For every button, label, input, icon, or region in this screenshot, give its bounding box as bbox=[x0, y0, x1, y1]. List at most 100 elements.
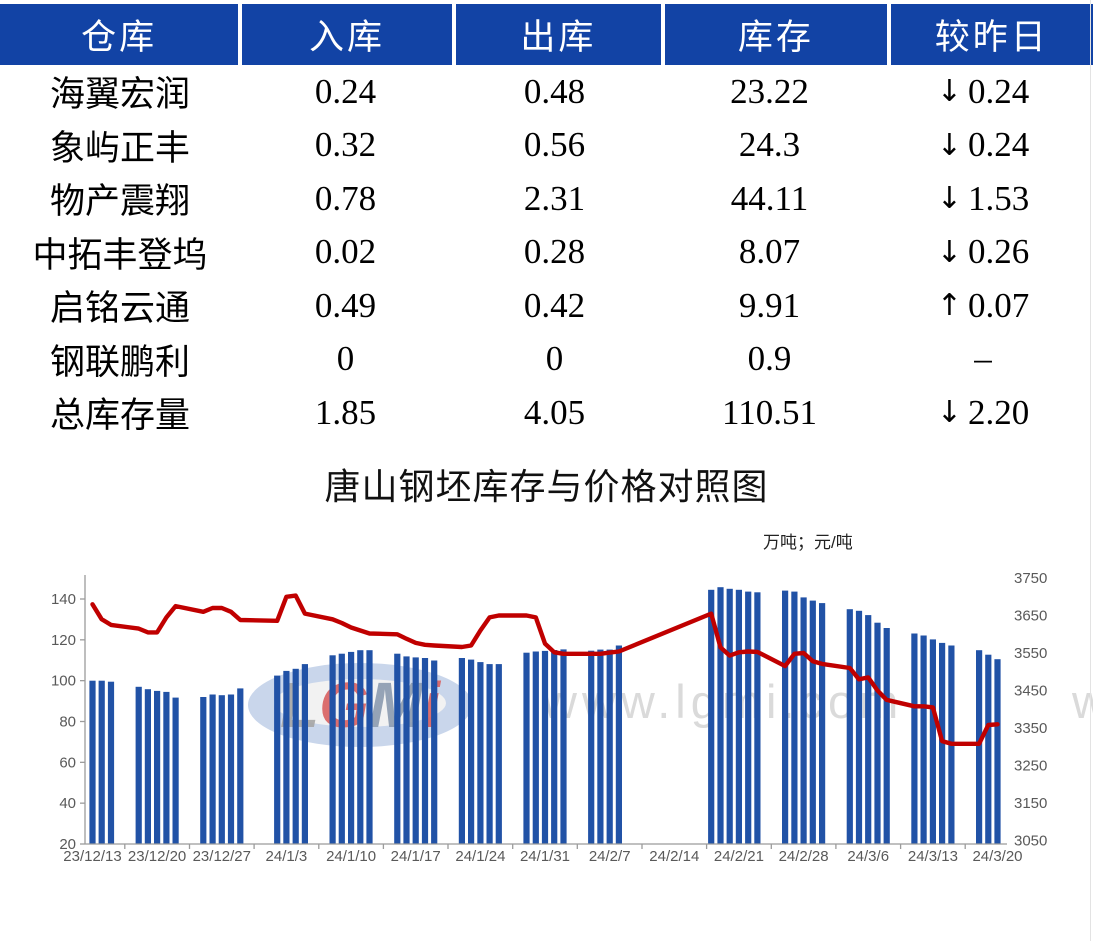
inventory-bar bbox=[98, 680, 105, 844]
warehouse-name: 总库存量 bbox=[49, 396, 190, 436]
outbound-value: 4.05 bbox=[523, 392, 586, 432]
inventory-bar bbox=[717, 587, 724, 844]
table-row: 钢联鹏利 0 0 0.9 – bbox=[0, 333, 1093, 387]
warehouse-name: 象屿正丰 bbox=[49, 128, 190, 168]
inventory-bar bbox=[846, 609, 853, 844]
inventory-bar bbox=[994, 659, 1001, 844]
header-stock: 库存 bbox=[661, 4, 886, 65]
inventory-bar bbox=[541, 650, 549, 844]
inventory-bar bbox=[985, 654, 992, 844]
x-axis-tick-label: 24/2/28 bbox=[779, 848, 829, 865]
x-axis-tick-label: 24/2/21 bbox=[714, 848, 764, 865]
x-axis-tick-label: 24/2/7 bbox=[589, 848, 631, 865]
warehouse-name: 中拓丰登坞 bbox=[32, 235, 208, 275]
lgmi-url-watermark-partial: w bbox=[1071, 675, 1093, 728]
warehouse-name: 物产震翔 bbox=[49, 182, 190, 222]
change-value: ↓ 1.53 bbox=[881, 172, 1085, 226]
inventory-bar bbox=[874, 622, 881, 844]
inventory-bar bbox=[338, 653, 345, 844]
inbound-value: 0.02 bbox=[314, 232, 377, 272]
right-axis-tick-label: 3650 bbox=[1014, 608, 1047, 625]
change-amount: 0.26 bbox=[967, 232, 1030, 272]
x-axis-tick-label: 24/1/3 bbox=[266, 848, 308, 865]
header-outbound: 出库 bbox=[451, 4, 661, 65]
outbound-value: 0.42 bbox=[523, 285, 586, 325]
inventory-bar bbox=[588, 650, 595, 844]
x-axis-tick-label: 24/3/13 bbox=[908, 848, 958, 865]
inventory-price-chart: LGMiwww.lgmi.comw20406080100120140305031… bbox=[0, 545, 1093, 890]
inventory-bar bbox=[301, 664, 308, 844]
stock-value: 0.9 bbox=[747, 339, 792, 379]
up-arrow-icon: ↑ bbox=[936, 288, 962, 324]
x-axis-tick-label: 23/12/20 bbox=[128, 848, 186, 865]
table-header-row: 仓库 入库 出库 库存 较昨日 bbox=[0, 4, 1093, 65]
outbound-value: 2.31 bbox=[523, 178, 586, 218]
change-value: ↓ 2.20 bbox=[881, 386, 1085, 440]
inventory-bar bbox=[154, 690, 161, 844]
table-row: 物产震翔 0.78 2.31 44.11 ↓ 1.53 bbox=[0, 172, 1093, 226]
change-amount: 0.24 bbox=[967, 125, 1030, 165]
inventory-bar bbox=[218, 695, 225, 844]
down-arrow-icon: ↓ bbox=[936, 395, 962, 431]
inventory-bar bbox=[200, 697, 207, 844]
warehouse-name: 钢联鹏利 bbox=[49, 342, 190, 382]
x-axis-tick-label: 24/3/6 bbox=[847, 848, 889, 865]
change-value: ↑ 0.07 bbox=[881, 279, 1085, 333]
inbound-value: 0.32 bbox=[314, 125, 377, 165]
x-axis-tick-label: 24/2/14 bbox=[649, 848, 699, 865]
inventory-bar bbox=[708, 589, 715, 844]
inventory-bar bbox=[911, 633, 918, 844]
left-axis-tick-label: 20 bbox=[59, 836, 76, 853]
inventory-bar bbox=[606, 649, 613, 844]
inbound-value: 0 bbox=[336, 339, 355, 379]
window-edge-divider bbox=[1090, 0, 1091, 941]
left-axis-tick-label: 40 bbox=[59, 795, 76, 812]
table-row: 总库存量 1.85 4.05 110.51 ↓ 2.20 bbox=[0, 386, 1093, 440]
right-axis-tick-label: 3450 bbox=[1014, 683, 1047, 700]
inventory-bar bbox=[495, 664, 502, 844]
right-axis-tick-label: 3750 bbox=[1014, 570, 1047, 587]
change-amount: 1.53 bbox=[967, 178, 1030, 218]
inventory-bar bbox=[523, 652, 530, 844]
warehouse-name: 海翼宏润 bbox=[49, 75, 190, 115]
left-axis-tick-label: 80 bbox=[59, 713, 76, 730]
table-row: 海翼宏润 0.24 0.48 23.22 ↓ 0.24 bbox=[0, 65, 1093, 119]
inventory-bar bbox=[726, 588, 733, 844]
change-value: – bbox=[881, 333, 1085, 387]
inventory-bar bbox=[735, 589, 742, 844]
stock-value: 24.3 bbox=[738, 125, 801, 165]
inventory-bar bbox=[809, 600, 816, 844]
table-row: 启铭云通 0.49 0.42 9.91 ↑ 0.07 bbox=[0, 279, 1093, 333]
outbound-value: 0.56 bbox=[523, 125, 586, 165]
right-axis-tick-label: 3350 bbox=[1014, 720, 1047, 737]
chart-title: 唐山钢坯库存与价格对照图 bbox=[324, 467, 769, 507]
inventory-bar bbox=[412, 657, 419, 844]
inventory-bar bbox=[754, 592, 761, 844]
inventory-bar bbox=[939, 642, 946, 844]
inbound-value: 0.24 bbox=[314, 71, 377, 111]
inventory-bar bbox=[394, 653, 401, 844]
down-arrow-icon: ↓ bbox=[936, 74, 962, 110]
change-amount: 0.07 bbox=[967, 285, 1030, 325]
down-arrow-icon: ↓ bbox=[936, 181, 962, 217]
inventory-bar bbox=[421, 658, 429, 844]
x-axis-tick-label: 23/12/13 bbox=[63, 848, 121, 865]
x-axis-tick-label: 24/1/17 bbox=[391, 848, 441, 865]
chart-svg: LGMiwww.lgmi.comw20406080100120140305031… bbox=[51, 570, 1093, 865]
inbound-value: 0.78 bbox=[314, 178, 377, 218]
inventory-bar bbox=[597, 649, 604, 844]
table-row: 中拓丰登坞 0.02 0.28 8.07 ↓ 0.26 bbox=[0, 226, 1093, 280]
inventory-bar bbox=[366, 650, 373, 844]
header-change: 较昨日 bbox=[886, 4, 1093, 65]
inventory-bar bbox=[135, 686, 142, 844]
inventory-bar bbox=[745, 591, 752, 844]
inventory-bar bbox=[89, 680, 96, 844]
inventory-bar bbox=[274, 675, 281, 844]
inventory-bar bbox=[976, 650, 983, 844]
inventory-bar bbox=[431, 660, 438, 844]
inventory-bar bbox=[477, 662, 484, 844]
inventory-bar bbox=[163, 691, 170, 844]
inventory-bar bbox=[855, 610, 863, 844]
change-amount: – bbox=[974, 339, 992, 379]
down-arrow-icon: ↓ bbox=[936, 127, 962, 163]
